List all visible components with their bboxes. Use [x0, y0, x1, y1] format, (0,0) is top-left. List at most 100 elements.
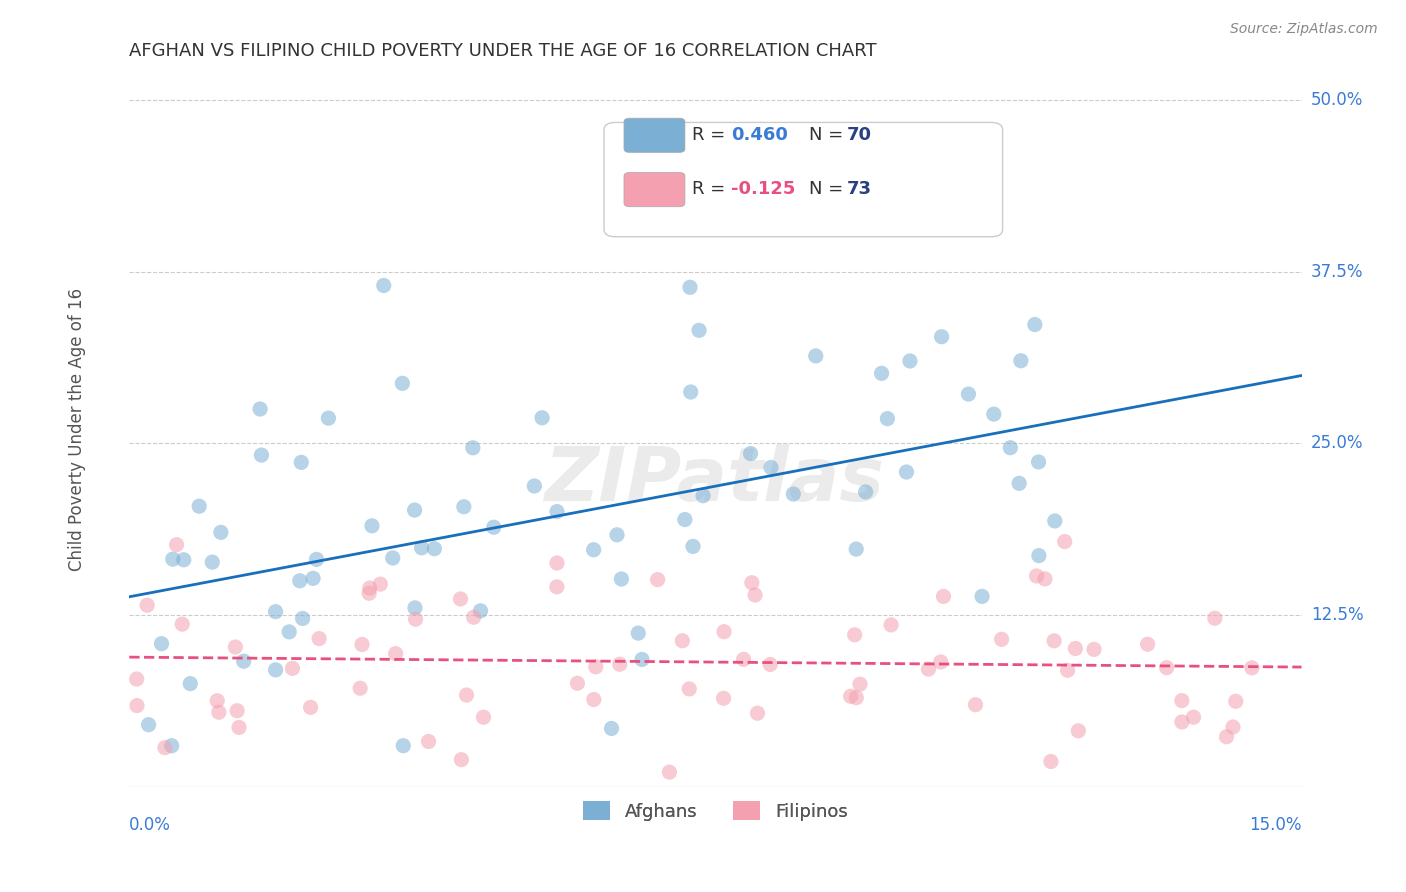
Point [1039, 755, 1062, 769]
Text: 37.5%: 37.5% [1310, 262, 1364, 281]
Point [880, 618, 903, 632]
Point [759, 460, 782, 475]
Point [849, 677, 872, 691]
Point [1025, 569, 1047, 583]
Point [281, 661, 304, 675]
Point [153, 740, 176, 755]
Point [647, 573, 669, 587]
Text: -0.125: -0.125 [731, 180, 794, 198]
Point [1171, 693, 1194, 707]
Point [404, 600, 426, 615]
Point [898, 354, 921, 368]
Point [957, 387, 980, 401]
Text: N =: N = [810, 126, 849, 144]
Point [673, 512, 696, 526]
Text: N =: N = [810, 180, 849, 198]
Text: 0.460: 0.460 [731, 126, 787, 144]
Point [482, 520, 505, 534]
Point [136, 598, 159, 612]
Point [418, 734, 440, 748]
Point [423, 541, 446, 556]
Point [1053, 534, 1076, 549]
Point [747, 706, 769, 721]
Point [1067, 723, 1090, 738]
Point [531, 410, 554, 425]
Point [631, 652, 654, 666]
Point [373, 278, 395, 293]
Point [844, 628, 866, 642]
Point [582, 542, 605, 557]
Point [138, 717, 160, 731]
FancyBboxPatch shape [624, 172, 685, 207]
Point [450, 753, 472, 767]
Point [1083, 642, 1105, 657]
FancyBboxPatch shape [624, 118, 685, 153]
Point [391, 376, 413, 391]
Point [461, 441, 484, 455]
Point [384, 647, 406, 661]
Point [453, 500, 475, 514]
Text: 25.0%: 25.0% [1310, 434, 1364, 452]
Point [627, 626, 650, 640]
Point [983, 407, 1005, 421]
Point [744, 588, 766, 602]
Point [209, 525, 232, 540]
Point [226, 704, 249, 718]
Point [359, 586, 381, 600]
Text: AFGHAN VS FILIPINO CHILD POVERTY UNDER THE AGE OF 16 CORRELATION CHART: AFGHAN VS FILIPINO CHILD POVERTY UNDER T… [129, 42, 877, 60]
Point [370, 577, 392, 591]
Point [692, 489, 714, 503]
Point [1010, 353, 1032, 368]
Point [1043, 514, 1066, 528]
Point [546, 556, 568, 570]
Point [804, 349, 827, 363]
Point [932, 590, 955, 604]
Point [855, 484, 877, 499]
Point [318, 411, 340, 425]
Text: Child Poverty Under the Age of 16: Child Poverty Under the Age of 16 [67, 288, 86, 571]
Point [232, 654, 254, 668]
Point [188, 499, 211, 513]
Point [1182, 710, 1205, 724]
Point [350, 638, 373, 652]
Point [1024, 318, 1046, 332]
Point [582, 692, 605, 706]
Point [740, 446, 762, 460]
Point [931, 329, 953, 343]
Point [381, 551, 404, 566]
Point [224, 640, 246, 654]
Point [606, 528, 628, 542]
Point [1028, 549, 1050, 563]
Point [308, 632, 330, 646]
Point [782, 487, 804, 501]
Point [713, 624, 735, 639]
Point [264, 663, 287, 677]
Point [609, 657, 631, 672]
Point [361, 518, 384, 533]
Point [125, 672, 148, 686]
Point [759, 657, 782, 672]
Point [1000, 441, 1022, 455]
Point [456, 688, 478, 702]
Point [450, 591, 472, 606]
Point [845, 542, 868, 557]
Point [876, 411, 898, 425]
Point [1033, 572, 1056, 586]
Point [392, 739, 415, 753]
Point [472, 710, 495, 724]
Point [166, 538, 188, 552]
Point [1240, 661, 1263, 675]
Point [845, 690, 868, 705]
Point [1156, 661, 1178, 675]
Point [682, 540, 704, 554]
Point [405, 612, 427, 626]
Point [160, 739, 183, 753]
Point [463, 610, 485, 624]
Point [150, 637, 173, 651]
Point [679, 384, 702, 399]
Point [411, 541, 433, 555]
Point [359, 581, 381, 595]
Point [688, 323, 710, 337]
Point [678, 681, 700, 696]
Text: 50.0%: 50.0% [1310, 91, 1364, 109]
